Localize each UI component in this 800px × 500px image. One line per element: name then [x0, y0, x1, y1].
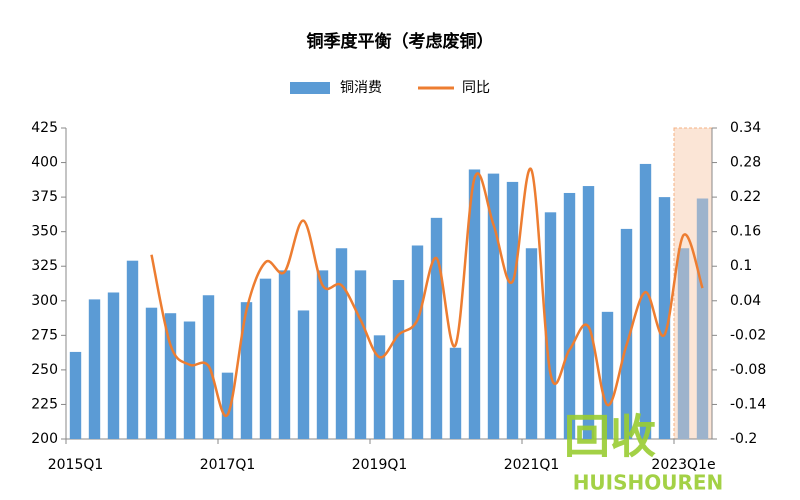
bar	[658, 197, 671, 439]
y-tick-label: 375	[31, 189, 58, 205]
bar	[126, 260, 139, 439]
bar	[145, 307, 158, 439]
bar	[69, 351, 82, 439]
y-tick-label: 425	[31, 120, 58, 136]
bar	[601, 311, 614, 439]
x-tick-label: 2021Q1	[504, 457, 560, 473]
y2-tick-label: 0.1	[730, 258, 752, 274]
legend-label: 同比	[462, 80, 490, 96]
bar	[525, 248, 538, 439]
y-tick-label: 200	[31, 431, 58, 447]
bar	[316, 270, 329, 439]
legend-swatch	[290, 82, 330, 94]
bar	[563, 192, 576, 439]
bar	[164, 313, 177, 439]
y2-tick-label: 0.22	[730, 189, 761, 205]
bar	[221, 372, 234, 439]
y2-tick-label: -0.08	[730, 362, 766, 378]
y-tick-label: 325	[31, 258, 58, 274]
bar	[582, 186, 595, 439]
chart-title: 铜季度平衡（考虑废铜）	[307, 31, 494, 52]
bar	[240, 302, 253, 439]
x-tick-label: 2019Q1	[352, 457, 408, 473]
bar	[88, 299, 101, 439]
bar	[449, 347, 462, 439]
bar	[278, 270, 291, 439]
bar	[411, 245, 424, 439]
x-tick-label: 2023Q1e	[651, 457, 715, 473]
bar	[335, 248, 348, 439]
y2-tick-label: 0.34	[730, 120, 761, 136]
bar	[677, 248, 690, 439]
bar	[354, 270, 367, 439]
bar	[468, 169, 481, 439]
watermark-sub: HUISHOUREN	[573, 471, 724, 495]
y-tick-label: 275	[31, 327, 58, 343]
y2-tick-label: -0.14	[730, 396, 766, 412]
bar	[259, 278, 272, 439]
line	[150, 167, 704, 418]
bar	[297, 310, 310, 439]
y2-tick-label: 0.16	[730, 224, 761, 240]
bar	[183, 321, 196, 439]
y2-tick-label: 0.28	[730, 155, 761, 171]
y2-tick-label: -0.02	[730, 327, 766, 343]
bar	[392, 280, 405, 439]
y2-tick-label: 0.04	[730, 293, 761, 309]
bar	[430, 217, 443, 439]
bar	[620, 228, 633, 439]
x-tick-label: 2017Q1	[200, 457, 256, 473]
y2-tick-label: -0.2	[730, 431, 757, 447]
legend-label: 铜消费	[340, 80, 382, 96]
watermark: 回收	[564, 410, 656, 464]
bar	[487, 173, 500, 439]
y-tick-label: 250	[31, 362, 58, 378]
bar	[544, 212, 557, 439]
bar	[696, 198, 709, 439]
bar	[373, 335, 386, 439]
y-tick-label: 300	[31, 293, 58, 309]
y-tick-label: 225	[31, 396, 58, 412]
y-tick-label: 400	[31, 155, 58, 171]
bar	[639, 163, 652, 439]
x-tick-label: 2015Q1	[48, 457, 104, 473]
y-tick-label: 350	[31, 224, 58, 240]
bar	[107, 292, 120, 439]
bar	[506, 181, 519, 439]
